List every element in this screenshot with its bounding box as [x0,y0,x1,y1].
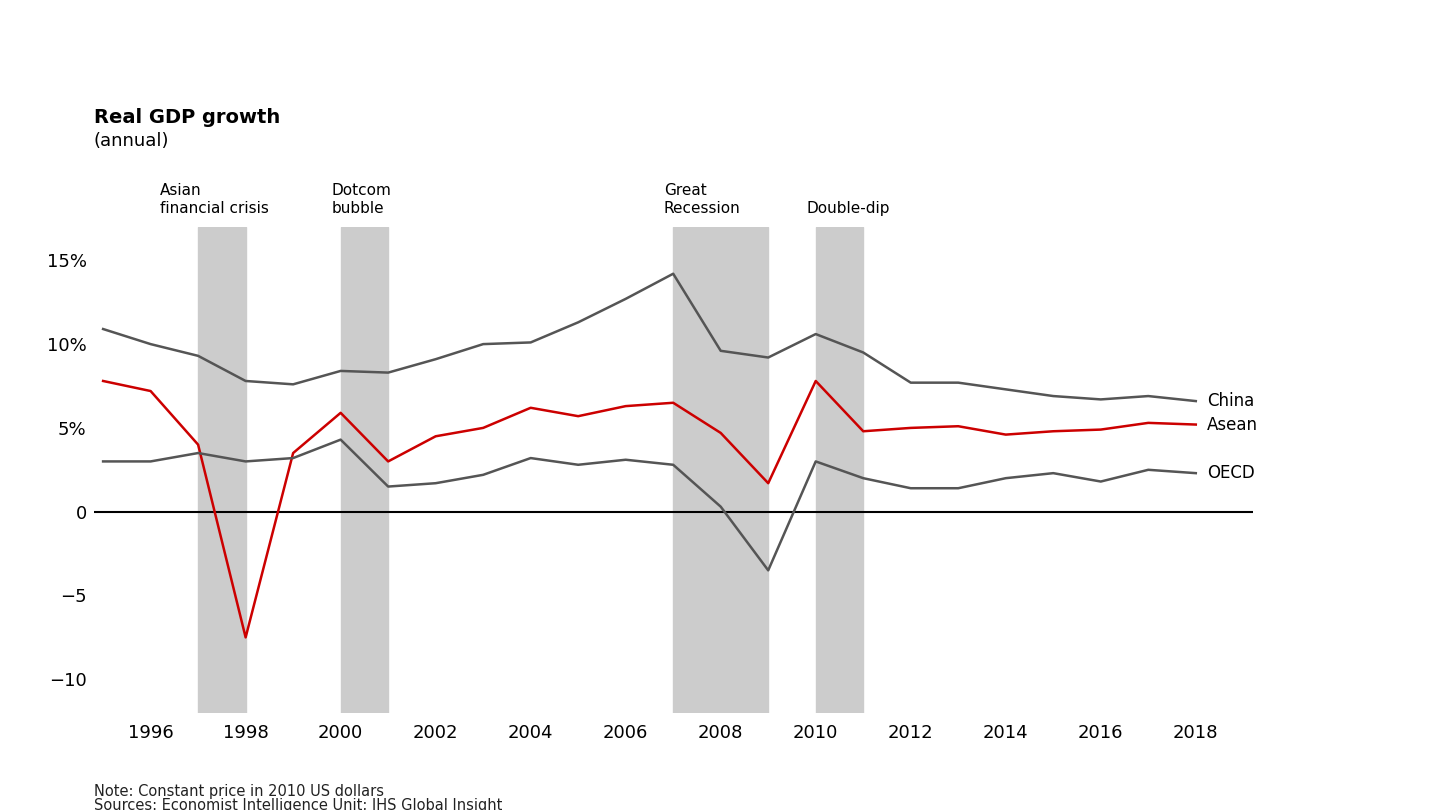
Text: Real GDP growth: Real GDP growth [94,108,279,127]
Bar [199,227,246,713]
Text: Asian
financial crisis: Asian financial crisis [160,183,269,215]
Bar [674,227,768,713]
Text: OECD: OECD [1207,464,1254,482]
Text: Dotcom
bubble: Dotcom bubble [331,183,392,215]
Text: Sources: Economist Intelligence Unit; IHS Global Insight: Sources: Economist Intelligence Unit; IH… [94,798,503,810]
Text: Asean: Asean [1207,416,1259,433]
Bar [341,227,389,713]
Text: Note: Constant price in 2010 US dollars: Note: Constant price in 2010 US dollars [94,784,383,799]
Text: (annual): (annual) [94,132,168,151]
Text: Double-dip: Double-dip [806,201,890,215]
Text: Great
Recession: Great Recession [664,183,740,215]
Text: China: China [1207,392,1254,410]
Bar [815,227,863,713]
